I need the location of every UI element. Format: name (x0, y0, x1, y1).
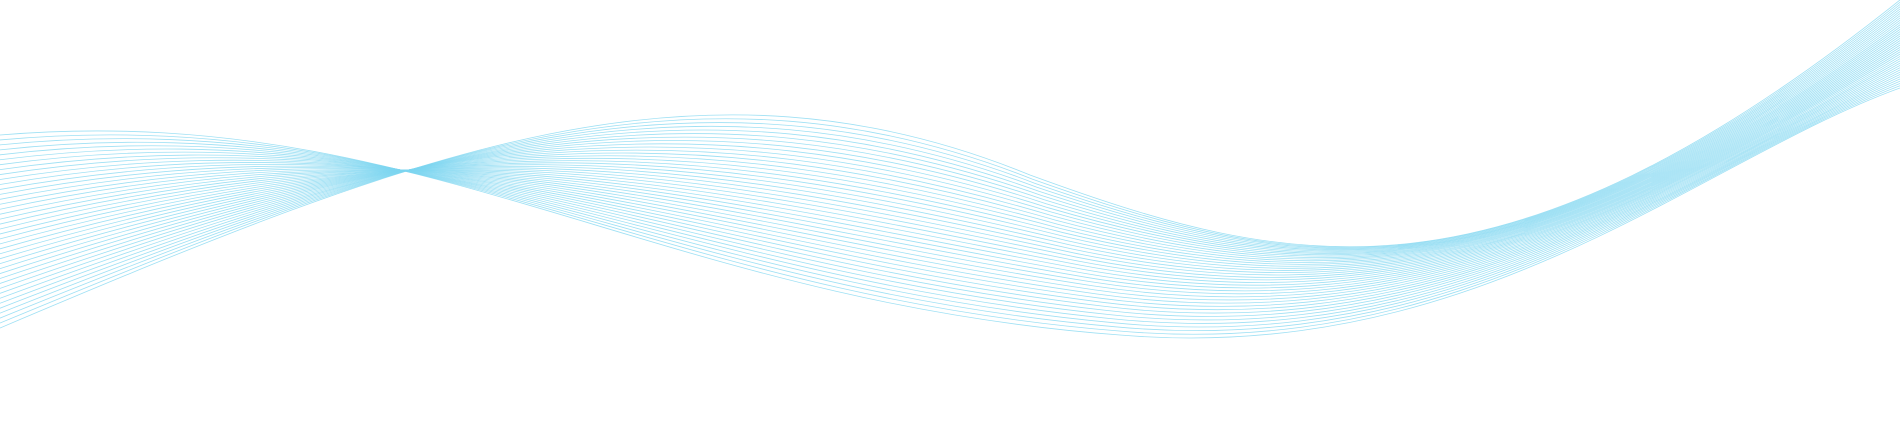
wave-line (0, 15, 1900, 294)
wave-line (0, 6, 1900, 314)
wave-line (0, 58, 1900, 295)
wave-line (0, 71, 1900, 314)
wave-line (0, 19, 1900, 284)
wave-line (0, 67, 1900, 307)
wave-line (0, 49, 1900, 283)
wave-line (0, 60, 1900, 298)
wave-line (0, 69, 1900, 310)
wave-line (0, 10, 1900, 304)
wave-line (0, 33, 1900, 267)
wave-line (0, 76, 1900, 321)
wave-line (0, 31, 1900, 265)
wave-line (0, 37, 1900, 271)
wave-line-group (0, 0, 1900, 339)
wave-line (0, 8, 1900, 309)
wave-line (0, 44, 1900, 278)
wave-line (0, 46, 1900, 281)
wave-line (0, 56, 1900, 292)
wave-line (0, 1, 1900, 324)
wave-line (0, 28, 1900, 265)
wave-line (0, 80, 1900, 328)
wave-line (0, 26, 1900, 270)
wave-line (0, 83, 1900, 331)
wave-line (0, 4, 1900, 319)
wave-line (0, 42, 1900, 276)
wave-line (0, 17, 1900, 289)
wave-line (0, 53, 1900, 289)
wave-line (0, 62, 1900, 301)
wave-line (0, 24, 1900, 274)
wave-line (0, 22, 1900, 279)
wave-line (0, 74, 1900, 317)
wave-line (0, 87, 1900, 339)
wave-line (0, 40, 1900, 273)
wave-line (0, 51, 1900, 286)
wave-line (0, 13, 1900, 299)
wave-line (0, 0, 1900, 329)
wave-line (0, 65, 1900, 304)
wave-line (0, 78, 1900, 324)
wave-line (0, 85, 1900, 335)
wave-line (0, 35, 1900, 269)
